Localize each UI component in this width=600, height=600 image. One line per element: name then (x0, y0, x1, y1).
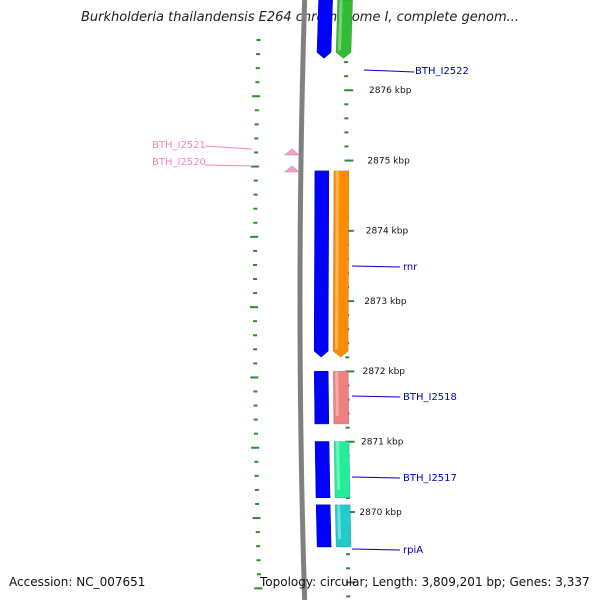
scale-label: 2870 kbp (359, 508, 402, 518)
gene-label-rnr[interactable]: rnr (403, 262, 418, 273)
gene-label-bth_i2522[interactable]: BTH_I2522 (415, 66, 469, 77)
feature-marker-bth_i2520[interactable] (284, 165, 300, 173)
forward-strand-block[interactable] (313, 170, 330, 358)
gene-label-rpia[interactable]: rpiA (403, 545, 423, 556)
feature-label-line (204, 164, 253, 167)
gene-label-line (351, 395, 401, 398)
scale-label: 2872 kbp (363, 367, 406, 377)
gene-label-line (351, 548, 401, 551)
map-title: Burkholderia thailandensis E264 chromoso… (80, 10, 520, 25)
accession-label: Accession: NC_007651 (9, 575, 146, 589)
gene-label-line (351, 265, 401, 268)
scale-label: 2871 kbp (361, 438, 404, 448)
gene-label-line (351, 476, 401, 479)
gene-block-rnr[interactable] (332, 170, 350, 358)
gene-highlight (335, 170, 339, 350)
gene-label-bth_i2517[interactable]: BTH_I2517 (403, 473, 457, 484)
forward-strand-block[interactable] (314, 370, 330, 425)
feature-marker-bth_i2521[interactable] (284, 148, 300, 156)
gene-label-line (363, 69, 415, 73)
feature-label-bth_i2520[interactable]: BTH_I2520 (152, 157, 206, 168)
gene-label-bth_i2518[interactable]: BTH_I2518 (403, 392, 457, 403)
feature-label-bth_i2521[interactable]: BTH_I2521 (152, 140, 206, 151)
gene-highlight (335, 371, 339, 416)
gene-block-rpia[interactable] (334, 504, 352, 548)
gene-highlight (336, 441, 341, 490)
topology-label: Topology: circular; Length: 3,809,201 bp… (260, 575, 590, 589)
scale-label: 2875 kbp (367, 156, 410, 166)
gene-block-bth_i2517[interactable] (333, 441, 351, 499)
forward-strand-block[interactable] (314, 441, 331, 498)
gene-highlight (337, 504, 342, 539)
gene-highlight (338, 0, 343, 51)
scale-label: 2874 kbp (366, 227, 409, 237)
scale-label: 2873 kbp (364, 297, 407, 307)
gene-block-bth_i2518[interactable] (332, 370, 350, 425)
gene-block-bth_i2522[interactable] (335, 0, 353, 59)
forward-strand-block[interactable] (316, 0, 333, 59)
backbone-arc (297, 0, 308, 600)
scale-label: 2876 kbp (369, 86, 412, 96)
feature-label-line (204, 145, 253, 150)
forward-strand-block[interactable] (315, 504, 332, 548)
